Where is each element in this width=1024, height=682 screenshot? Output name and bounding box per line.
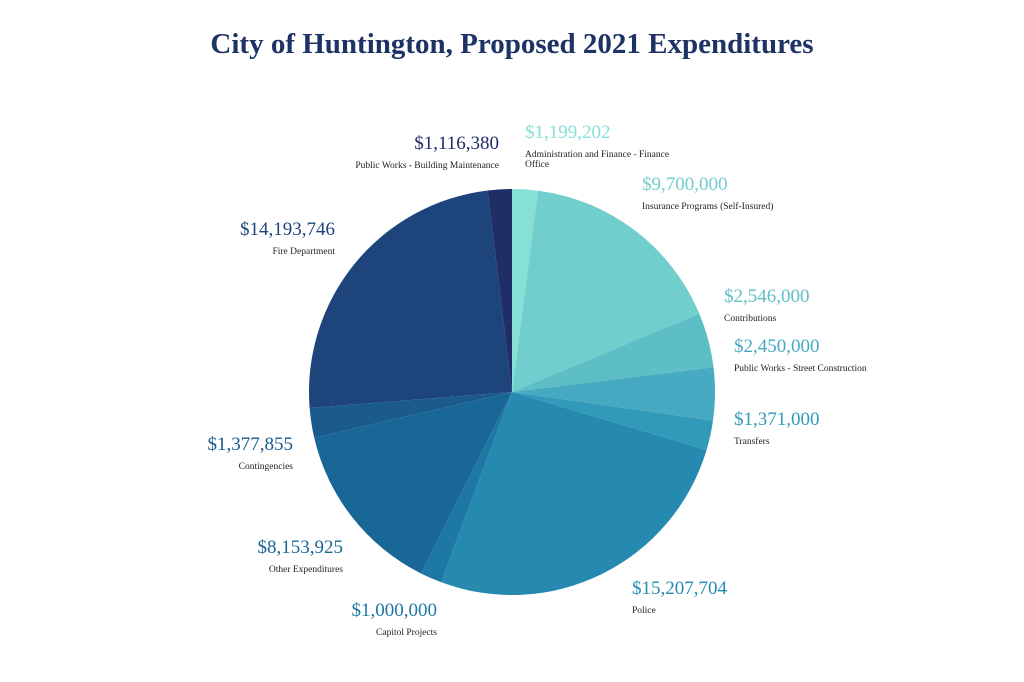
slice-label-public-works-building-maintenance: $1,116,380 Public Works - Building Mainte… <box>355 133 499 171</box>
slice-name-label: Fire Department <box>272 247 335 257</box>
slice-value-label: $14,193,746 <box>240 219 335 240</box>
slice-label-police: $15,207,704 Police <box>632 578 728 616</box>
pie-slices <box>309 189 715 595</box>
slice-label-insurance-programs-self-insured: $9,700,000 Insurance Programs (Self-Insur… <box>642 174 773 212</box>
pie-slice-public-works-building-maintenance <box>487 189 512 392</box>
slice-value-label: $1,199,202 <box>525 122 611 143</box>
slice-value-label: $1,371,000 <box>734 409 820 430</box>
pie-slice-transfers <box>512 392 713 450</box>
slice-label-other-expenditures: $8,153,925 Other Expenditures <box>258 537 344 575</box>
slice-value-label: $8,153,925 <box>258 537 344 558</box>
pie-slice-insurance-programs-self-insured <box>512 190 700 392</box>
slice-label-administration-and-finance-finance: $1,199,202 Administration and Finance - F… <box>525 122 669 170</box>
slice-value-label: $1,000,000 <box>352 600 438 621</box>
pie-slice-capitol-projects <box>420 392 512 583</box>
slice-label-transfers: $1,371,000 Transfers <box>734 409 820 447</box>
slice-name-label: Administration and Finance - Finance <box>525 150 669 160</box>
pie-slice-administration-and-finance-finance <box>512 189 539 392</box>
pie-labels: $1,199,202 Administration and Finance - F… <box>208 122 867 638</box>
slice-value-label: $1,377,855 <box>208 434 294 455</box>
slice-name-label: Contingencies <box>239 462 294 472</box>
slice-value-label: $2,450,000 <box>734 336 820 357</box>
slice-label-contributions: $2,546,000 Contributions <box>724 286 810 324</box>
pie-slice-police <box>441 392 707 595</box>
slice-value-label: $15,207,704 <box>632 578 728 599</box>
pie-slice-public-works-street-construction <box>512 367 715 421</box>
slice-name-label: Capitol Projects <box>376 628 437 638</box>
slice-name-label: Insurance Programs (Self-Insured) <box>642 201 773 212</box>
pie-slice-other-expenditures <box>314 392 512 574</box>
slice-name-label: Public Works - Building Maintenance <box>355 161 499 171</box>
slice-name-label: Other Expenditures <box>269 565 343 575</box>
pie-slice-contingencies <box>309 392 512 438</box>
slice-name-label: Transfers <box>734 436 770 447</box>
slice-value-label: $1,116,380 <box>414 133 499 154</box>
slice-name-label-line2: Office <box>525 159 549 170</box>
slice-name-label: Public Works - Street Construction <box>734 364 867 374</box>
slice-label-capitol-projects: $1,000,000 Capitol Projects <box>352 600 438 638</box>
slice-label-public-works-street-construction: $2,450,000 Public Works - Street Construc… <box>734 336 867 374</box>
slice-name-label: Police <box>632 606 656 616</box>
pie-slice-fire-department <box>309 190 512 408</box>
slice-value-label: $2,546,000 <box>724 286 810 307</box>
slice-label-fire-department: $14,193,746 Fire Department <box>240 219 335 257</box>
chart-title: City of Huntington, Proposed 2021 Expend… <box>210 28 814 60</box>
slice-value-label: $9,700,000 <box>642 174 728 195</box>
pie-slice-contributions <box>512 313 714 392</box>
slice-label-contingencies: $1,377,855 Contingencies <box>208 434 294 472</box>
slice-name-label: Contributions <box>724 314 777 324</box>
